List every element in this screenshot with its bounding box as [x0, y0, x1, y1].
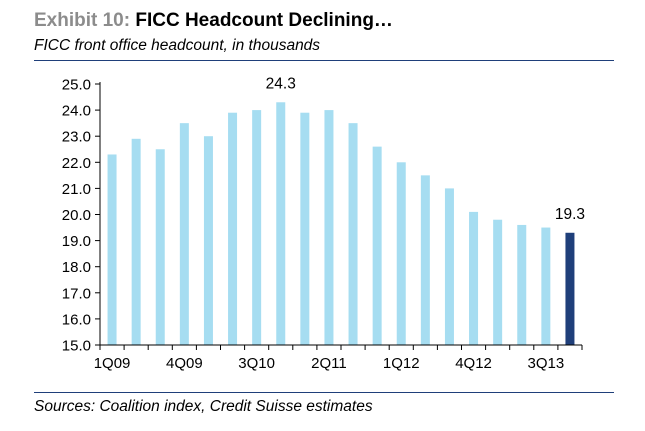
bottom-divider — [34, 392, 614, 393]
data-label: 19.3 — [555, 206, 585, 223]
title-text: FICC Headcount Declining… — [135, 10, 393, 31]
bar-4q12 — [469, 211, 479, 345]
chart-subtitle: FICC front office headcount, in thousand… — [34, 37, 321, 54]
bar-3q09 — [155, 149, 165, 345]
bar-4q11 — [372, 146, 382, 345]
bar-1q12 — [396, 162, 406, 345]
x-tick-label: 1Q12 — [383, 355, 420, 372]
y-tick-label: 18.0 — [62, 259, 91, 276]
bar-3q12 — [444, 188, 454, 345]
bar-3q10 — [252, 110, 262, 345]
bar-2q11 — [324, 110, 334, 345]
y-tick-label: 20.0 — [62, 207, 91, 224]
bar-4q13 — [565, 232, 575, 345]
x-tick-label: 4Q09 — [166, 355, 203, 372]
bar-4q10 — [276, 102, 286, 346]
bar-1q11 — [300, 112, 310, 346]
bar-1q09 — [107, 154, 117, 345]
exhibit-label: Exhibit 10: — [34, 10, 131, 31]
bar-3q11 — [348, 123, 358, 346]
y-tick-label: 23.0 — [62, 129, 91, 146]
bar-2q12 — [420, 175, 430, 345]
y-tick-label: 17.0 — [62, 285, 91, 302]
x-tick-label: 1Q09 — [94, 355, 131, 372]
y-tick-label: 19.0 — [62, 233, 91, 250]
bar-2q10 — [228, 112, 238, 346]
x-tick-label: 3Q13 — [527, 355, 564, 372]
y-tick-label: 16.0 — [62, 311, 91, 328]
chart-title: Exhibit 10: FICC Headcount Declining… — [34, 10, 393, 32]
y-tick-label: 24.0 — [62, 103, 91, 120]
x-tick-label: 3Q10 — [238, 355, 275, 372]
bar-2q13 — [517, 224, 527, 345]
data-label: 24.3 — [266, 75, 296, 92]
bar-4q09 — [179, 123, 189, 346]
bar-1q13 — [493, 219, 503, 345]
bar-2q09 — [131, 138, 141, 345]
y-tick-label: 25.0 — [62, 77, 91, 94]
y-tick-label: 15.0 — [62, 338, 91, 355]
top-divider — [34, 60, 614, 61]
y-tick-label: 22.0 — [62, 155, 91, 172]
bar-1q10 — [203, 136, 213, 345]
x-tick-label: 2Q11 — [311, 355, 347, 372]
x-tick-label: 4Q12 — [455, 355, 492, 372]
source-note: Sources: Coalition index, Credit Suisse … — [34, 398, 373, 415]
y-tick-label: 21.0 — [62, 181, 91, 198]
bar-3q13 — [541, 227, 551, 345]
